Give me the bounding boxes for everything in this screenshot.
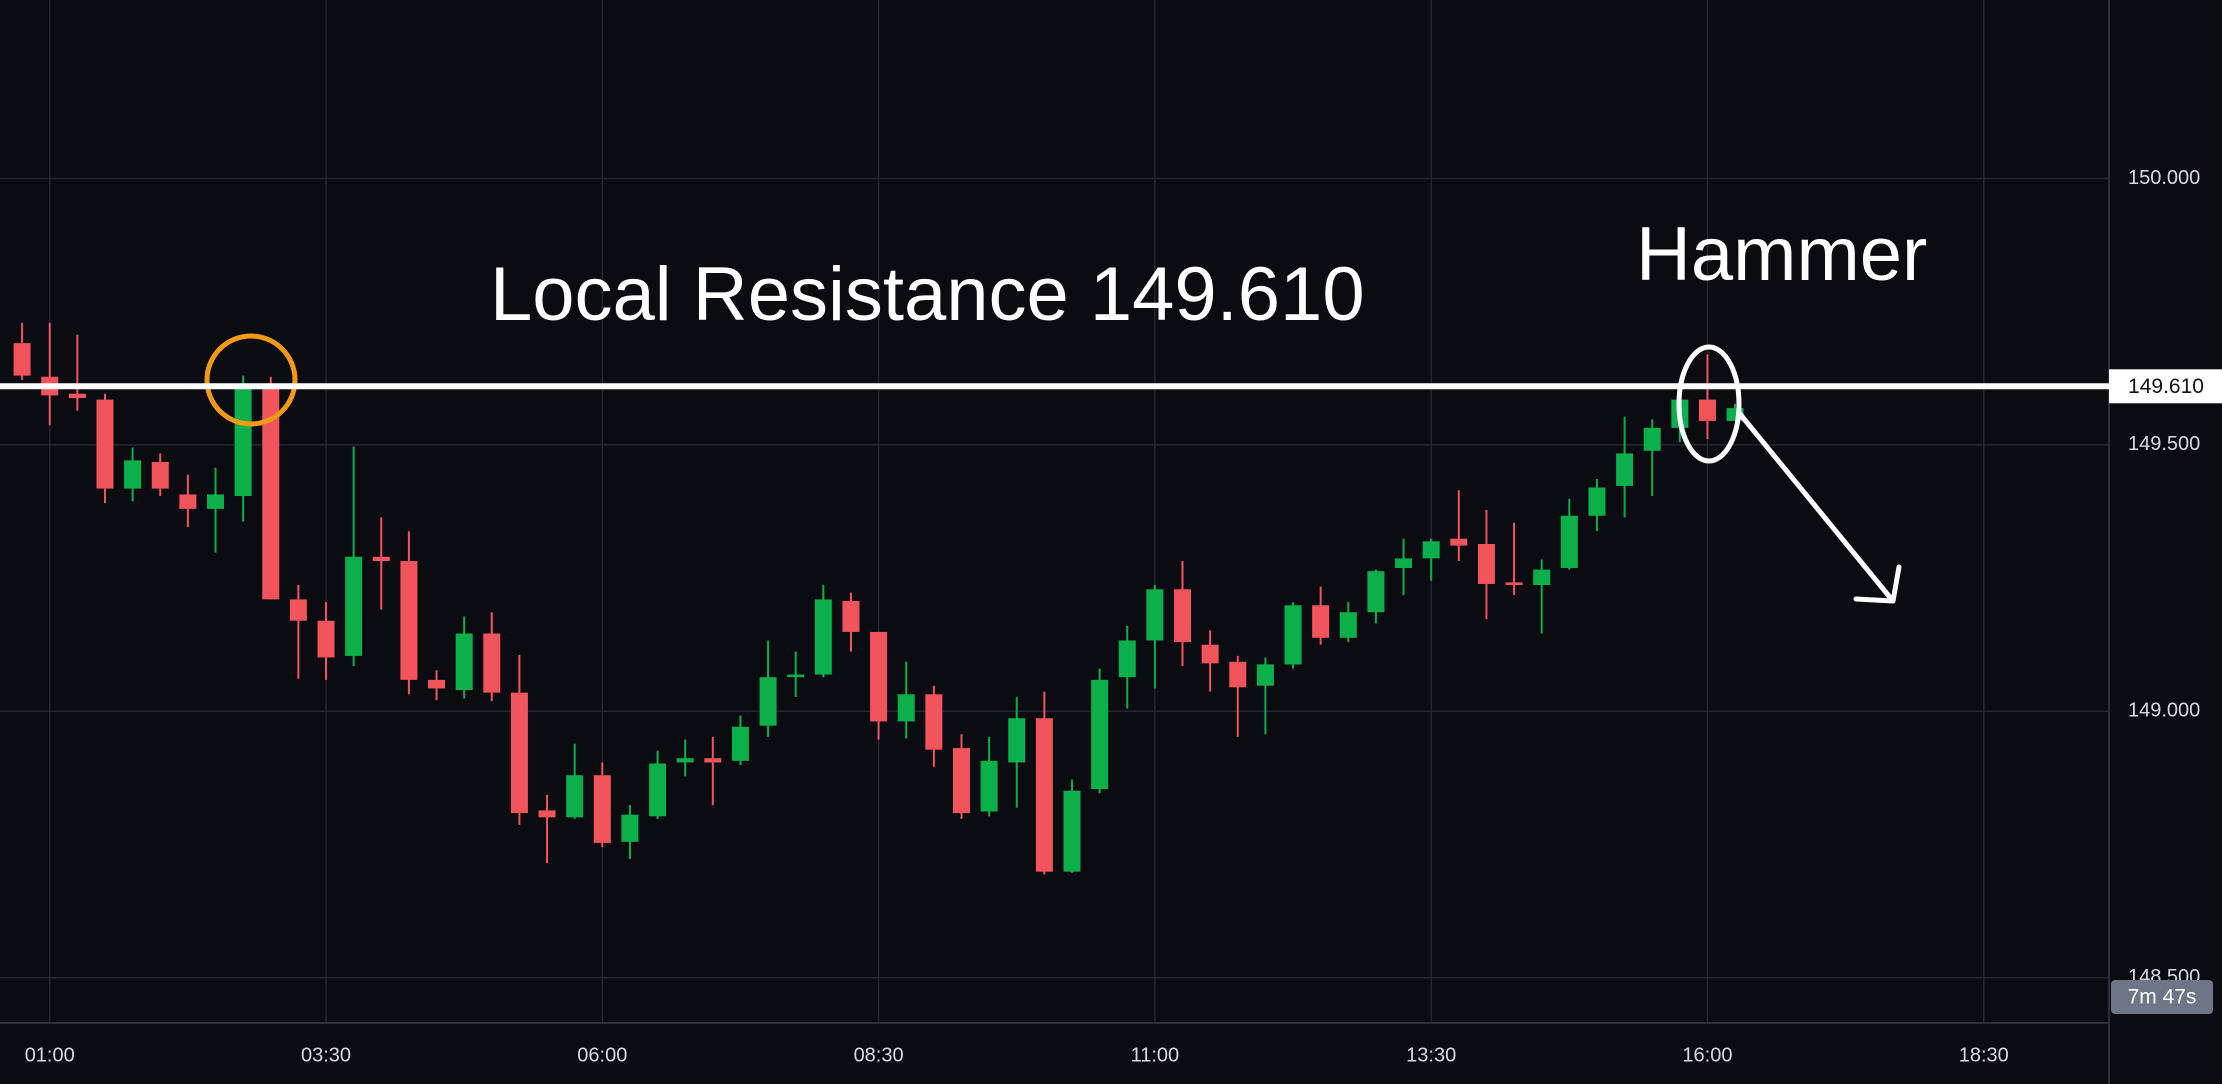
candle-body — [731, 726, 749, 761]
candle-body — [1035, 718, 1053, 872]
candle-body — [759, 677, 777, 726]
x-tick-label: 01:00 — [25, 1044, 75, 1066]
candle-body — [676, 758, 694, 763]
candle-body — [345, 556, 363, 656]
candle-body — [1284, 605, 1302, 665]
drawings: Local Resistance 149.610 Hammer — [0, 212, 2109, 604]
candle-body — [372, 556, 390, 562]
candle-body — [68, 393, 86, 399]
candle-body — [870, 631, 888, 722]
candle-body — [787, 674, 805, 678]
candle-body — [1450, 538, 1468, 546]
candle-body — [952, 748, 970, 814]
candle-body — [621, 814, 639, 842]
candle-body — [179, 494, 197, 509]
resistance-annotation: Local Resistance 149.610 — [490, 252, 1365, 337]
countdown-label: 7m 47s — [2128, 986, 2197, 1009]
y-tick-label: 149.500 — [2128, 433, 2200, 455]
hammer-ellipse — [1676, 344, 1742, 464]
highlight-circle — [204, 333, 298, 427]
candle-body — [566, 775, 584, 818]
candle-body — [289, 599, 307, 621]
price-tag-label: 149.610 — [2128, 375, 2204, 398]
hammer-annotation: Hammer — [1636, 212, 1927, 297]
candle-body — [1118, 640, 1136, 678]
candles — [13, 322, 1744, 875]
countdown-tag — [2111, 980, 2213, 1014]
candle-body — [1312, 605, 1330, 638]
grid — [0, 0, 2109, 1023]
candle-body — [317, 620, 335, 658]
candle-body — [1367, 571, 1385, 613]
x-tick-label: 03:30 — [301, 1044, 351, 1066]
candle-body — [207, 494, 225, 509]
candle-body — [925, 694, 943, 750]
y-tick-label: 149.000 — [2128, 700, 2200, 722]
candle-body — [1229, 661, 1247, 688]
candle-body — [704, 758, 722, 763]
candle-body — [234, 386, 252, 497]
candle-body — [1091, 679, 1109, 790]
x-tick-label: 06:00 — [577, 1044, 627, 1066]
x-tick-label: 08:30 — [854, 1044, 904, 1066]
candle-body — [649, 763, 667, 817]
y-tick-label: 150.000 — [2128, 167, 2200, 189]
candle-body — [262, 385, 280, 600]
candle-body — [455, 633, 473, 690]
arrow-head — [1853, 564, 1902, 604]
candle-body — [483, 633, 501, 693]
candle-body — [1422, 541, 1440, 559]
candle-body — [1174, 589, 1192, 643]
candle-body — [400, 561, 418, 680]
candle-body — [1146, 589, 1164, 641]
price-tag — [2109, 369, 2222, 404]
candle-body — [13, 343, 31, 376]
candle-body — [1505, 582, 1523, 586]
candle-body — [1477, 544, 1495, 584]
candle-body — [842, 601, 860, 632]
candle-body — [1008, 718, 1026, 763]
candle-body — [1698, 399, 1716, 421]
candle-body — [428, 679, 446, 689]
candle-body — [1643, 427, 1661, 451]
candle-body — [1616, 453, 1634, 486]
candle-body — [897, 694, 915, 722]
candle-body — [96, 399, 114, 489]
x-tick-label: 16:00 — [1682, 1044, 1732, 1066]
candle-body — [1395, 558, 1413, 568]
candle-body — [593, 775, 611, 843]
candle-body — [510, 692, 528, 814]
x-tick-label: 18:30 — [1959, 1044, 2009, 1066]
candle-body — [1063, 790, 1081, 872]
candle-body — [1339, 612, 1357, 638]
candle-body — [1588, 487, 1606, 516]
candle-body — [124, 460, 142, 489]
candle-body — [1560, 515, 1578, 568]
x-tick-label: 13:30 — [1406, 1044, 1456, 1066]
candle-body — [980, 760, 998, 812]
candle-body — [1256, 664, 1274, 686]
candle-body — [538, 810, 556, 818]
candle-body — [151, 461, 169, 489]
candle-body — [1201, 644, 1219, 664]
candle-body — [1533, 569, 1551, 586]
candle-body — [814, 599, 832, 675]
x-tick-label: 11:00 — [1131, 1044, 1180, 1066]
arrow-shaft — [1737, 411, 1896, 604]
